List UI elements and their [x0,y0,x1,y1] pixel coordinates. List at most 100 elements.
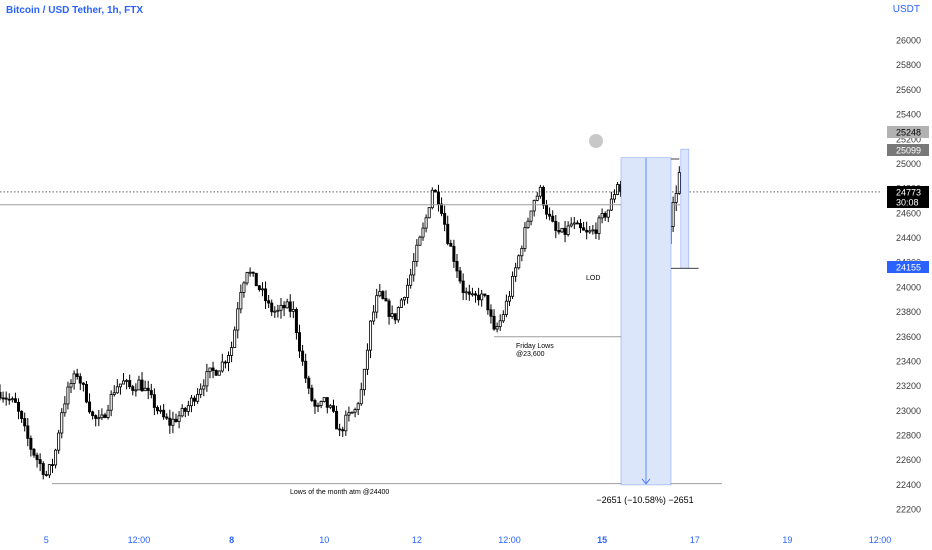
candle-body [372,311,376,322]
candle-body [356,403,360,410]
candle-body [189,397,193,407]
candle-body [13,398,17,403]
price-tick-label: 23200 [896,381,921,391]
candle-body [202,385,206,390]
price-badge-25248: 25248 [896,128,921,138]
candle-body [461,280,465,294]
candle-body [220,361,224,372]
price-tick-label: 24600 [896,208,921,218]
candle-body [112,392,116,395]
chart-area[interactable] [0,0,880,530]
candle-body [489,309,493,317]
price-tick-label: 25200 [896,134,921,144]
time-axis[interactable]: 5 12:00 8 10 12 12:00 15 17 19 12:00 [44,535,891,545]
candle-body [162,409,166,418]
candle-body [338,428,342,431]
price-badge-25099: 25099 [896,146,921,156]
projection-arrow-head [641,478,651,485]
friday-lows-value: @23,600 [516,351,545,358]
candle-body [288,301,292,312]
symbol-title[interactable]: Bitcoin / USD Tether, 1h, FTX [6,5,144,16]
candle-body [535,195,539,201]
candle-body [455,261,459,272]
candle-body [529,210,533,222]
candle-body [257,285,261,290]
price-axis[interactable]: 22200 22400 22600 22800 23000 23200 23400 23600… [887,36,929,515]
candle-body [180,407,184,417]
candle-body [267,300,271,304]
candle-body [291,309,295,312]
candle-body [26,425,30,439]
friday-lows-label: Friday Lows [516,343,554,350]
candle-body [223,361,227,364]
candle-body [449,243,453,247]
candle-body [254,272,258,287]
candle-body [671,202,675,227]
candle-body [236,308,240,331]
candle-body [511,275,515,297]
candle-body [486,294,490,311]
candle-body [430,189,434,209]
candle-body [273,310,277,313]
candle-body [319,401,323,406]
candle-body [47,464,51,476]
candle-body [23,418,27,427]
price-tick-label: 23400 [896,356,921,366]
candle-body [20,410,24,419]
candle-body [109,394,113,411]
candle-body [131,386,135,391]
candle-body [569,223,573,227]
candle-body [677,172,681,194]
candle-body [406,284,410,298]
candle-body [341,429,345,432]
candle-body [582,227,586,231]
candle-body [551,215,555,222]
currency-label[interactable]: USDT [892,4,920,15]
candle-body [585,229,589,233]
candle-body [427,207,431,219]
candle-body [344,414,348,432]
candle-body [402,297,406,301]
candle-body [600,212,604,219]
candle-body [29,437,33,450]
candle-body [412,261,416,276]
candle-body [285,301,289,309]
candle-body [470,293,474,296]
candle-body [214,370,218,376]
candle-body [480,293,484,301]
candle-body [452,245,456,262]
price-tick-label: 23800 [896,307,921,317]
candle-body [230,347,234,356]
candle-body [421,227,425,238]
candle-body [526,220,530,229]
candle-body [520,248,524,257]
candle-body [393,313,397,321]
candle-body [226,355,230,363]
time-tick-label: 5 [44,535,49,545]
candle-body [211,367,215,371]
candle-body [149,390,153,396]
candle-body [155,407,159,412]
candle-body [495,326,499,330]
candle-body [464,291,468,294]
candle-body [44,474,48,476]
candle-body [446,223,450,244]
candle-body [322,397,326,402]
candle-body [353,409,357,413]
candle-body [159,409,163,412]
time-tick-label: 12:00 [498,535,521,545]
candlestick-series [0,166,687,480]
time-tick-label: 19 [782,535,792,545]
candle-body [616,184,620,195]
price-tick-label: 22200 [896,505,921,515]
candle-body [66,386,70,405]
candle-body [294,309,298,334]
time-tick-label: 17 [690,535,700,545]
candle-body [106,409,110,418]
candle-body [399,299,403,308]
candle-body [57,432,61,451]
candle-body [134,389,138,392]
price-tick-label: 23600 [896,332,921,342]
candle-body [381,291,385,299]
